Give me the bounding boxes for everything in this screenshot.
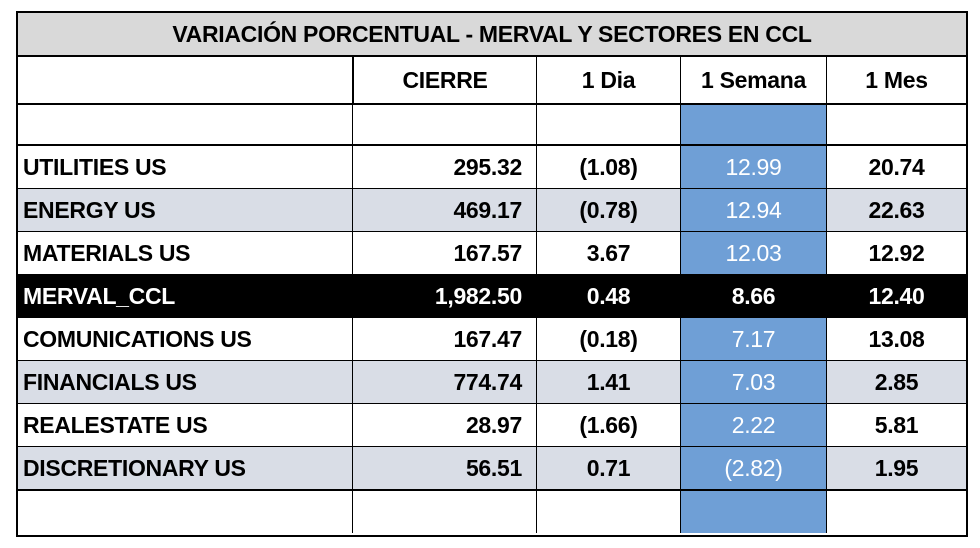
empty-cell [826, 105, 966, 144]
table-row: ENERGY US 469.17 (0.78) 12.94 22.63 [18, 189, 966, 232]
cierre-value: 56.51 [352, 447, 536, 489]
table-grid: CIERRE 1 Dia 1 Semana 1 Mes UTILITIES US… [18, 57, 966, 533]
cierre-value: 295.32 [352, 146, 536, 188]
dia-value: 1.41 [536, 361, 680, 403]
empty-cell [18, 491, 352, 533]
semana-value: 12.94 [680, 189, 826, 231]
semana-value: 2.22 [680, 404, 826, 446]
sector-name: DISCRETIONARY US [23, 454, 246, 481]
header-row: CIERRE 1 Dia 1 Semana 1 Mes [18, 57, 966, 105]
cierre-value: 1,982.50 [352, 275, 536, 317]
empty-cell-highlight [680, 491, 826, 533]
table-row-merval: MERVAL_CCL 1,982.50 0.48 8.66 12.40 [18, 275, 966, 318]
mes-value: 2.85 [826, 361, 966, 403]
sector-name: UTILITIES US [23, 153, 167, 180]
cierre-value: 167.57 [352, 232, 536, 274]
semana-value: 7.03 [680, 361, 826, 403]
dia-value: (1.08) [536, 146, 680, 188]
mes-value: 12.40 [826, 275, 966, 317]
header-cell-cierre: CIERRE [352, 57, 536, 103]
table-row: COMUNICATIONS US 167.47 (0.18) 7.17 13.0… [18, 318, 966, 361]
cierre-value: 28.97 [352, 404, 536, 446]
mes-value: 12.92 [826, 232, 966, 274]
sector-name: REALESTATE US [23, 411, 208, 438]
dia-value: 0.71 [536, 447, 680, 489]
semana-value: 8.66 [680, 275, 826, 317]
mes-value: 5.81 [826, 404, 966, 446]
sector-name: MERVAL_CCL [23, 282, 176, 309]
dia-value: 3.67 [536, 232, 680, 274]
empty-cell [352, 105, 536, 144]
sector-name: FINANCIALS US [23, 368, 197, 395]
table-row: MATERIALS US 167.57 3.67 12.03 12.92 [18, 232, 966, 275]
cierre-value: 167.47 [352, 318, 536, 360]
table-row: REALESTATE US 28.97 (1.66) 2.22 5.81 [18, 404, 966, 447]
sector-name: MATERIALS US [23, 239, 191, 266]
mes-value: 13.08 [826, 318, 966, 360]
empty-cell [536, 491, 680, 533]
semana-value: 12.99 [680, 146, 826, 188]
dia-value: (0.78) [536, 189, 680, 231]
dia-value: (1.66) [536, 404, 680, 446]
sector-name: COMUNICATIONS US [23, 325, 252, 352]
spreadsheet-table: VARIACIÓN PORCENTUAL - MERVAL Y SECTORES… [16, 11, 968, 537]
empty-cell [826, 491, 966, 533]
mes-value: 1.95 [826, 447, 966, 489]
empty-cell [18, 105, 352, 144]
cierre-value: 774.74 [352, 361, 536, 403]
spacer-row [18, 105, 966, 146]
empty-cell-highlight [680, 105, 826, 144]
dia-value: 0.48 [536, 275, 680, 317]
mes-value: 20.74 [826, 146, 966, 188]
table-row: FINANCIALS US 774.74 1.41 7.03 2.85 [18, 361, 966, 404]
table-row: UTILITIES US 295.32 (1.08) 12.99 20.74 [18, 146, 966, 189]
semana-value: 7.17 [680, 318, 826, 360]
dia-value: (0.18) [536, 318, 680, 360]
empty-cell [536, 105, 680, 144]
header-cell-1-semana: 1 Semana [680, 57, 826, 103]
cierre-value: 469.17 [352, 189, 536, 231]
sector-name: ENERGY US [23, 196, 156, 223]
mes-value: 22.63 [826, 189, 966, 231]
table-title: VARIACIÓN PORCENTUAL - MERVAL Y SECTORES… [18, 13, 966, 57]
header-cell-1-mes: 1 Mes [826, 57, 966, 103]
semana-value: 12.03 [680, 232, 826, 274]
spacer-row [18, 490, 966, 533]
table-row: DISCRETIONARY US 56.51 0.71 (2.82) 1.95 [18, 447, 966, 490]
empty-cell [352, 491, 536, 533]
header-cell-name [18, 57, 352, 103]
header-cell-1-dia: 1 Dia [536, 57, 680, 103]
semana-value: (2.82) [680, 447, 826, 489]
